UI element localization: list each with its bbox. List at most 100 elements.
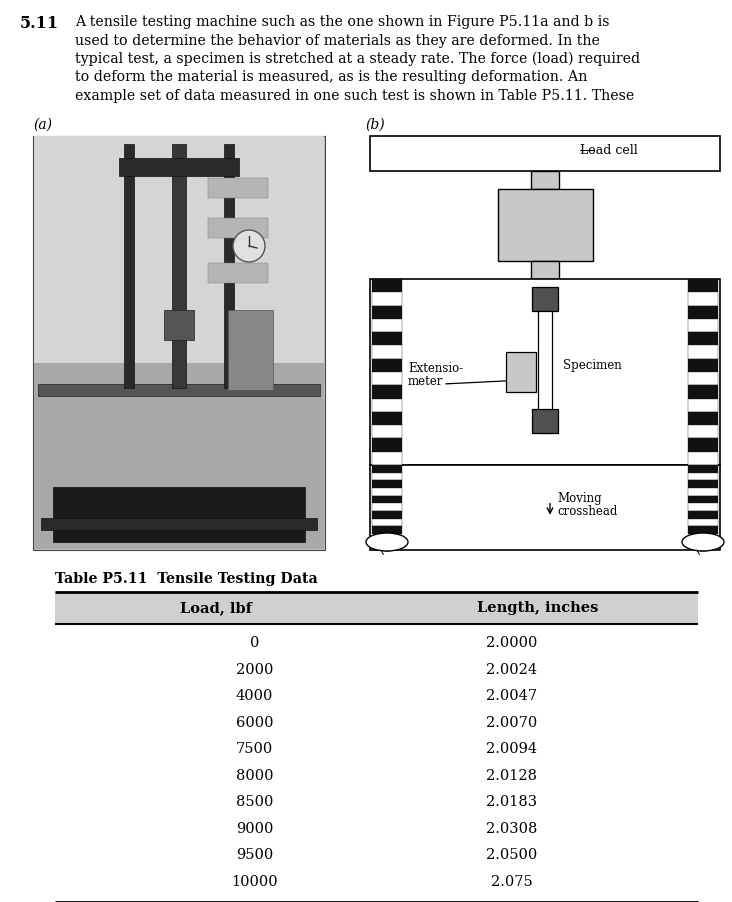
Text: Length, inches: Length, inches <box>477 601 598 615</box>
Bar <box>372 306 402 319</box>
Bar <box>208 263 268 283</box>
Bar <box>372 359 402 372</box>
Text: crosshead: crosshead <box>557 505 617 519</box>
Text: 2000: 2000 <box>236 663 273 676</box>
Bar <box>688 519 718 527</box>
Text: used to determine the behavior of materials as they are deformed. In the: used to determine the behavior of materi… <box>75 33 600 48</box>
Bar <box>532 409 558 433</box>
Text: Load, lbf: Load, lbf <box>180 601 252 615</box>
Text: 2.0308: 2.0308 <box>486 822 537 835</box>
Bar <box>372 496 402 503</box>
Bar <box>372 292 402 306</box>
Bar <box>224 144 234 389</box>
Bar <box>372 511 402 519</box>
Bar <box>372 425 402 438</box>
Bar <box>688 306 718 319</box>
Bar <box>34 363 324 549</box>
Bar <box>372 345 402 359</box>
Text: 2.0094: 2.0094 <box>486 742 537 756</box>
Text: Table P5.11  Tensile Testing Data: Table P5.11 Tensile Testing Data <box>55 572 318 586</box>
Text: 9500: 9500 <box>236 848 273 862</box>
Text: 5.11: 5.11 <box>20 15 59 32</box>
Text: 2.0500: 2.0500 <box>486 848 537 862</box>
Text: 2.0128: 2.0128 <box>486 769 537 783</box>
Bar <box>688 332 718 345</box>
Bar <box>370 136 720 171</box>
Text: 6000: 6000 <box>236 715 273 730</box>
Text: 10000: 10000 <box>231 875 277 888</box>
Bar <box>688 511 718 519</box>
Bar <box>688 292 718 306</box>
Bar <box>688 345 718 359</box>
Bar <box>688 359 718 372</box>
Bar <box>538 311 552 433</box>
Text: example set of data measured in one such test is shown in Table P5.11. These: example set of data measured in one such… <box>75 89 634 103</box>
Bar <box>688 399 718 412</box>
Bar <box>688 452 718 465</box>
Text: 7500: 7500 <box>236 742 273 756</box>
Text: (a): (a) <box>33 118 52 132</box>
Bar <box>372 473 402 481</box>
Bar <box>372 332 402 345</box>
Bar <box>372 503 402 511</box>
Text: 8000: 8000 <box>236 769 273 783</box>
Bar <box>372 372 402 385</box>
Bar <box>208 218 268 238</box>
Bar <box>531 261 559 279</box>
Text: 4000: 4000 <box>236 689 273 704</box>
Bar <box>688 465 718 473</box>
Text: 2.0183: 2.0183 <box>486 796 537 809</box>
Bar <box>372 465 402 473</box>
Bar <box>372 519 402 527</box>
Bar <box>372 319 402 332</box>
Bar <box>172 144 186 389</box>
Text: 8500: 8500 <box>236 796 273 809</box>
Bar <box>41 518 317 530</box>
Bar <box>372 385 402 399</box>
Text: (b): (b) <box>365 118 384 132</box>
Bar <box>55 592 698 624</box>
Bar <box>372 438 402 452</box>
Bar <box>372 412 402 425</box>
Bar <box>688 527 718 534</box>
Bar <box>124 144 134 389</box>
Text: 2.075: 2.075 <box>490 875 532 888</box>
Bar <box>372 481 402 488</box>
Ellipse shape <box>682 533 724 551</box>
Ellipse shape <box>366 533 408 551</box>
Text: Specimen: Specimen <box>563 359 621 373</box>
Bar <box>688 473 718 481</box>
Bar <box>34 136 324 364</box>
Circle shape <box>233 230 265 262</box>
Bar <box>38 384 320 396</box>
Text: 0: 0 <box>250 636 259 650</box>
Text: 9000: 9000 <box>236 822 273 835</box>
Bar <box>688 438 718 452</box>
Text: Extensio-: Extensio- <box>408 362 463 375</box>
Text: 2.0047: 2.0047 <box>486 689 537 704</box>
Text: Load cell: Load cell <box>580 143 638 157</box>
Bar <box>119 158 239 176</box>
Bar <box>531 171 559 189</box>
Bar <box>688 412 718 425</box>
Text: meter: meter <box>408 375 444 388</box>
Bar <box>372 488 402 496</box>
Text: 2.0070: 2.0070 <box>486 715 537 730</box>
Bar <box>688 319 718 332</box>
Bar <box>688 425 718 438</box>
Bar <box>372 399 402 412</box>
Text: 2.0000: 2.0000 <box>486 636 537 650</box>
Bar <box>688 481 718 488</box>
Bar <box>53 487 305 542</box>
Text: A tensile testing machine such as the one shown in Figure P5.11a and b is: A tensile testing machine such as the on… <box>75 15 610 29</box>
Bar <box>506 352 536 392</box>
Bar <box>688 496 718 503</box>
Bar <box>688 279 718 292</box>
Bar <box>372 279 402 292</box>
Bar <box>33 136 325 550</box>
Bar <box>208 178 268 198</box>
Bar <box>688 385 718 399</box>
Bar <box>228 310 273 390</box>
Text: 2.0024: 2.0024 <box>486 663 537 676</box>
Text: typical test, a specimen is stretched at a steady rate. The force (load) require: typical test, a specimen is stretched at… <box>75 52 640 67</box>
